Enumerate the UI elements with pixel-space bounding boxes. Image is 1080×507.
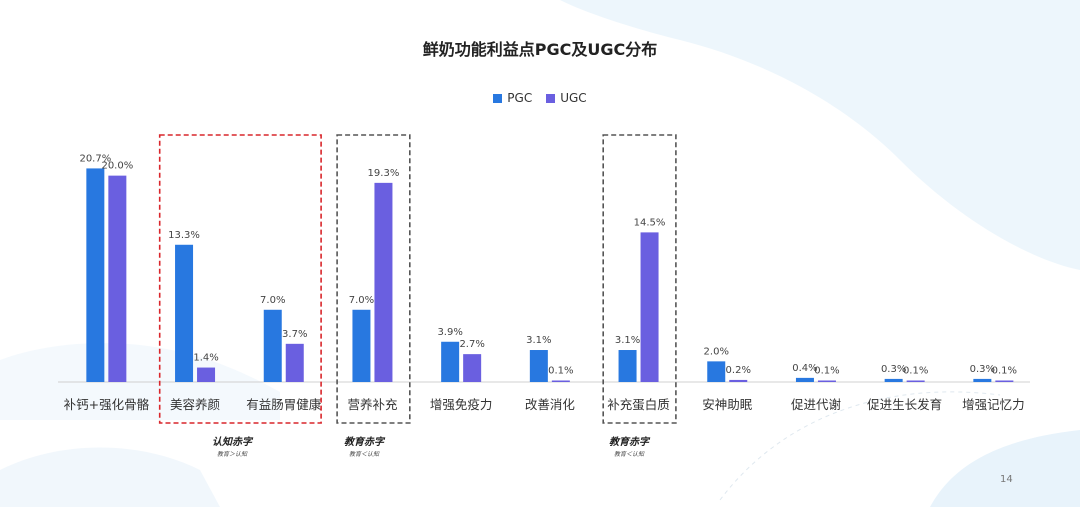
bar-pgc-5 — [529, 350, 548, 382]
data-label-ugc-0: 20.0% — [101, 161, 133, 172]
bar-pgc-9 — [884, 378, 903, 382]
data-label-ugc-7: 0.2% — [726, 365, 751, 376]
annotation-label-education-deficit-1: 教育赤字 — [344, 437, 384, 448]
bar-pgc-1 — [175, 244, 194, 382]
data-label-ugc-6: 14.5% — [634, 217, 666, 228]
data-label-pgc-4: 3.9% — [437, 327, 462, 338]
data-label-pgc-6: 3.1% — [615, 335, 640, 346]
data-label-ugc-3: 19.3% — [368, 168, 400, 179]
bar-ugc-10 — [995, 380, 1014, 382]
legend: PGC UGC — [0, 91, 1080, 105]
data-label-pgc-7: 2.0% — [704, 346, 729, 357]
bar-pgc-6 — [618, 350, 637, 382]
legend-label-pgc: PGC — [507, 91, 533, 105]
bar-pgc-2 — [263, 309, 282, 382]
bar-ugc-7 — [729, 379, 748, 382]
data-label-pgc-9: 0.3% — [881, 364, 906, 375]
data-label-pgc-0: 20.7% — [79, 153, 111, 164]
annotation-box-0 — [158, 134, 322, 424]
annotation-sub-education-deficit-2: 教育＜认知 — [613, 451, 644, 458]
annotation-sub-cognition-deficit: 教育＞认知 — [216, 451, 247, 458]
legend-item-ugc: UGC — [546, 91, 587, 105]
bar-ugc-6 — [640, 232, 659, 382]
x-tick-label-3: 营养补充 — [347, 397, 397, 412]
data-label-pgc-3: 7.0% — [349, 295, 374, 306]
annotation-sub-education-deficit-1: 教育＜认知 — [348, 451, 379, 458]
legend-swatch-ugc — [546, 93, 556, 103]
x-tick-label-7: 安神助眠 — [702, 397, 753, 412]
bar-ugc-8 — [817, 380, 836, 382]
x-tick-label-6: 补充蛋白质 — [607, 397, 670, 412]
data-label-ugc-2: 3.7% — [282, 329, 307, 340]
bar-ugc-4 — [463, 354, 482, 382]
data-label-ugc-1: 1.4% — [193, 353, 218, 364]
bar-pgc-0 — [86, 168, 105, 382]
data-label-ugc-8: 0.1% — [814, 366, 839, 377]
x-tick-label-10: 增强记忆力 — [962, 397, 1025, 412]
bar-pgc-8 — [795, 377, 814, 382]
annotation-label-cognition-deficit: 认知赤字 — [212, 437, 252, 448]
data-label-pgc-10: 0.3% — [970, 364, 995, 375]
page-number: 14 — [1000, 474, 1013, 485]
x-tick-label-4: 增强免疫力 — [430, 397, 493, 412]
data-label-ugc-5: 0.1% — [548, 366, 573, 377]
data-label-ugc-10: 0.1% — [992, 366, 1017, 377]
bar-ugc-1 — [197, 367, 216, 382]
data-label-pgc-2: 7.0% — [260, 295, 285, 306]
bar-ugc-9 — [906, 380, 925, 382]
bar-ugc-2 — [285, 343, 304, 382]
legend-label-ugc: UGC — [560, 91, 587, 105]
bar-pgc-3 — [352, 309, 371, 382]
x-tick-label-9: 促进生长发育 — [867, 397, 942, 412]
bar-pgc-4 — [441, 341, 460, 382]
x-tick-label-2: 有益肠胃健康 — [246, 397, 322, 412]
annotation-box-1 — [336, 134, 411, 424]
x-tick-label-0: 补钙+强化骨骼 — [64, 397, 150, 412]
data-label-pgc-8: 0.4% — [792, 363, 817, 374]
chart-title: 鲜奶功能利益点PGC及UGC分布 — [422, 40, 658, 59]
bar-pgc-7 — [707, 361, 726, 382]
x-tick-label-8: 促进代谢 — [791, 397, 841, 412]
legend-swatch-pgc — [493, 93, 503, 103]
annotation-box-2 — [602, 134, 677, 424]
data-label-pgc-1: 13.3% — [168, 230, 200, 241]
data-label-pgc-5: 3.1% — [526, 335, 551, 346]
data-label-ugc-9: 0.1% — [903, 366, 928, 377]
x-tick-label-5: 改善消化 — [525, 397, 576, 412]
legend-item-pgc: PGC — [493, 91, 532, 105]
bar-ugc-0 — [108, 175, 127, 382]
annotation-label-education-deficit-2: 教育赤字 — [609, 437, 649, 448]
data-label-ugc-4: 2.7% — [459, 339, 484, 350]
bar-pgc-10 — [973, 378, 992, 382]
bar-ugc-5 — [551, 380, 570, 382]
bar-ugc-3 — [374, 182, 393, 382]
x-tick-label-1: 美容养颜 — [170, 397, 220, 412]
